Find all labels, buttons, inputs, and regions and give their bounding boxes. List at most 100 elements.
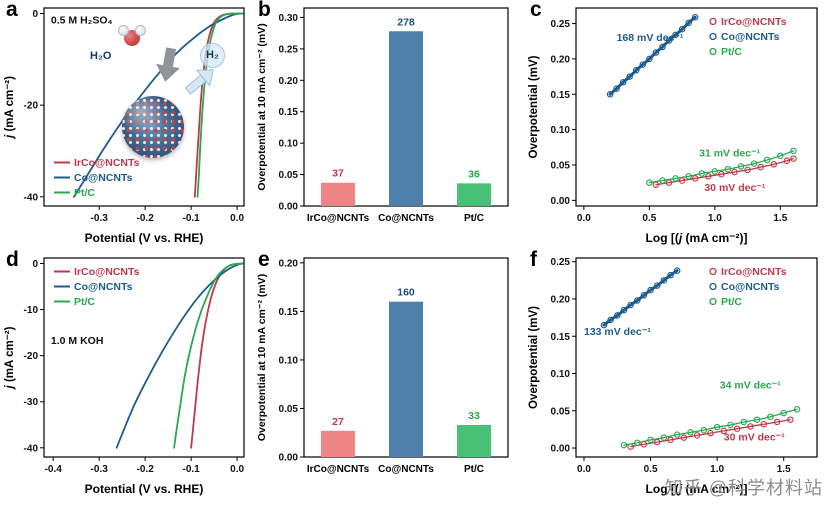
svg-text:0.25: 0.25 — [279, 44, 299, 55]
svg-text:IrCo@NCNTs: IrCo@NCNTs — [74, 157, 140, 169]
x-axis-label: Potential (V vs. RHE) — [85, 482, 204, 496]
svg-text:0.10: 0.10 — [551, 125, 571, 136]
svg-text:1.0: 1.0 — [710, 464, 724, 475]
svg-text:0.10: 0.10 — [551, 369, 571, 380]
axes: -0.3 -0.2 -0.1 0.0 0 -20 -40 — [24, 9, 245, 224]
svg-text:0.0: 0.0 — [577, 213, 591, 224]
x-axis-label: Log [(j (mA cm⁻²)] — [646, 482, 748, 496]
svg-text:-20: -20 — [24, 351, 39, 362]
svg-text:0.15: 0.15 — [551, 332, 571, 343]
axis-frame — [575, 7, 818, 207]
watermark: 知乎 @科学材料站 — [664, 478, 823, 498]
legend: IrCo@NCNTs Co@NCNTs Pt/C — [54, 266, 140, 308]
svg-text:IrCo@NCNTs: IrCo@NCNTs — [74, 266, 140, 278]
svg-text:Co@NCNTs: Co@NCNTs — [721, 281, 780, 293]
y-axis-label: Overpotential (mV) — [528, 55, 540, 158]
series-Co@NCNTs — [115, 262, 244, 449]
svg-text:0.05: 0.05 — [551, 160, 571, 171]
bar-value-label: 27 — [332, 416, 344, 428]
axis-frame — [575, 257, 818, 458]
svg-text:1.0: 1.0 — [708, 213, 722, 224]
bar-category-label: Pt/C — [464, 213, 484, 224]
annotation: 133 mV dec⁻¹ — [584, 326, 651, 338]
svg-text:0.05: 0.05 — [279, 170, 299, 181]
svg-text:-40: -40 — [24, 192, 39, 203]
svg-text:0.0: 0.0 — [230, 464, 244, 475]
chart-a-lsv-acid: -0.3 -0.2 -0.1 0.0 0 -20 -40 0.5 M H₂SO₄ IrCo@NC… — [0, 0, 252, 250]
axes: 0.0 0.5 1.0 1.5 0.00 0.05 0.10 0.15 0.20 0.25 — [551, 19, 788, 224]
svg-text:-0.4: -0.4 — [45, 464, 63, 475]
svg-text:IrCo@NCNTs: IrCo@NCNTs — [721, 266, 787, 278]
legend: IrCo@NCNTs Co@NCNTs Pt/C — [709, 16, 787, 58]
svg-text:0.15: 0.15 — [279, 307, 299, 318]
annotation: 30 mV dec⁻¹ — [704, 182, 765, 194]
series-Pt/C — [646, 147, 797, 186]
svg-text:0.00: 0.00 — [279, 453, 299, 464]
svg-text:Co@NCNTs: Co@NCNTs — [74, 172, 133, 184]
svg-text:0.5: 0.5 — [642, 213, 656, 224]
svg-text:-0.1: -0.1 — [183, 213, 201, 224]
panel-c: c 0.0 0.5 1.0 1.5 0.00 0.05 0.10 0.15 0.20 0.25 16… — [524, 0, 827, 250]
panel-letter-c: c — [530, 0, 542, 21]
svg-text:Pt/C: Pt/C — [721, 296, 742, 308]
y-axis-label: Overpotential at 10 mA cm⁻² (mV) — [256, 23, 268, 190]
panel-b: b 0.00 0.05 0.10 0.15 0.20 0.25 0.30 37 IrCo@NCN… — [252, 0, 524, 250]
svg-text:0.15: 0.15 — [279, 107, 299, 118]
series-Co@NCNTs — [600, 267, 681, 329]
series-Co@NCNTs — [72, 12, 244, 198]
bar-Co@NCNTs — [389, 31, 423, 207]
y-axis-label: j (mA cm⁻²) — [4, 76, 16, 140]
svg-text:0.0: 0.0 — [230, 213, 244, 224]
axes: 0.0 0.5 1.0 1.5 0.00 0.05 0.10 0.15 0.20 0.25 — [551, 257, 792, 475]
series-IrCo@NCNTs — [627, 416, 794, 450]
y-axis-label: j (mA cm⁻²) — [4, 326, 16, 390]
chart-e-overpotential-bars-alkaline: 0.00 0.05 0.10 0.15 0.20 27 IrCo@NCNTs 160 Co@NC… — [252, 250, 524, 501]
axes: 0.00 0.05 0.10 0.15 0.20 — [279, 258, 304, 464]
series-Pt/C — [173, 262, 244, 449]
svg-text:IrCo@NCNTs: IrCo@NCNTs — [721, 16, 787, 28]
svg-text:-30: -30 — [24, 397, 39, 408]
svg-text:Pt/C: Pt/C — [74, 296, 95, 308]
svg-text:-0.1: -0.1 — [183, 464, 201, 475]
svg-text:1.5: 1.5 — [777, 464, 791, 475]
bar-value-label: 160 — [397, 287, 415, 299]
chart-c-tafel-acid: 0.0 0.5 1.0 1.5 0.00 0.05 0.10 0.15 0.20 0.25 168 … — [524, 0, 827, 250]
svg-text:0.25: 0.25 — [551, 19, 571, 30]
series-IrCo@NCNTs — [190, 262, 244, 449]
svg-text:0.20: 0.20 — [279, 258, 299, 269]
svg-text:0.10: 0.10 — [279, 355, 299, 366]
svg-text:Co@NCNTs: Co@NCNTs — [74, 281, 133, 293]
bar-category-label: Co@NCNTs — [378, 213, 434, 224]
series-Pt/C — [620, 406, 801, 449]
svg-text:Pt/C: Pt/C — [721, 46, 742, 58]
chart-d-svg: -0.4 -0.3 -0.2 -0.1 0.0 0 -10 -20 -30 -40 1.0 M KO… — [4, 257, 245, 496]
svg-text:0.0: 0.0 — [577, 464, 591, 475]
svg-text:0.30: 0.30 — [279, 13, 299, 24]
svg-text:Pt/C: Pt/C — [74, 187, 95, 199]
svg-text:0.00: 0.00 — [551, 444, 571, 455]
bar-category-label: Pt/C — [464, 464, 484, 475]
bar-IrCo@NCNTs — [321, 430, 355, 457]
panel-a: a -0.3 -0.2 -0.1 0.0 0 -20 -40 0.5 M H₂SO₄ IrCo@… — [0, 0, 252, 250]
svg-text:0.20: 0.20 — [279, 76, 299, 87]
svg-text:-0.2: -0.2 — [137, 464, 155, 475]
chart-d-lsv-alkaline: -0.4 -0.3 -0.2 -0.1 0.0 0 -10 -20 -30 -40 1.0 M KO… — [0, 250, 252, 501]
legend: IrCo@NCNTs Co@NCNTs Pt/C — [709, 266, 787, 308]
svg-text:0: 0 — [32, 259, 38, 270]
bars: 27 IrCo@NCNTs 160 Co@NCNTs 33 Pt/C — [307, 287, 491, 475]
bar-value-label: 33 — [468, 410, 480, 422]
series-Co@NCNTs — [606, 13, 699, 98]
x-axis-label: Potential (V vs. RHE) — [85, 231, 204, 245]
svg-text:0.20: 0.20 — [551, 54, 571, 65]
svg-text:0.20: 0.20 — [551, 294, 571, 305]
bar-value-label: 36 — [468, 168, 480, 180]
svg-text:0.5: 0.5 — [644, 464, 658, 475]
svg-text:0.05: 0.05 — [279, 404, 299, 415]
svg-text:-0.3: -0.3 — [91, 464, 109, 475]
panel-d: d -0.4 -0.3 -0.2 -0.1 0.0 0 -10 -20 -30 -40 1.0 M … — [0, 248, 252, 501]
axes: 0.00 0.05 0.10 0.15 0.20 0.25 0.30 — [279, 13, 304, 213]
y-axis-label: Overpotential at 10 mA cm⁻² (mV) — [256, 274, 268, 441]
panel-letter-a: a — [6, 0, 18, 21]
bar-value-label: 37 — [332, 168, 344, 180]
